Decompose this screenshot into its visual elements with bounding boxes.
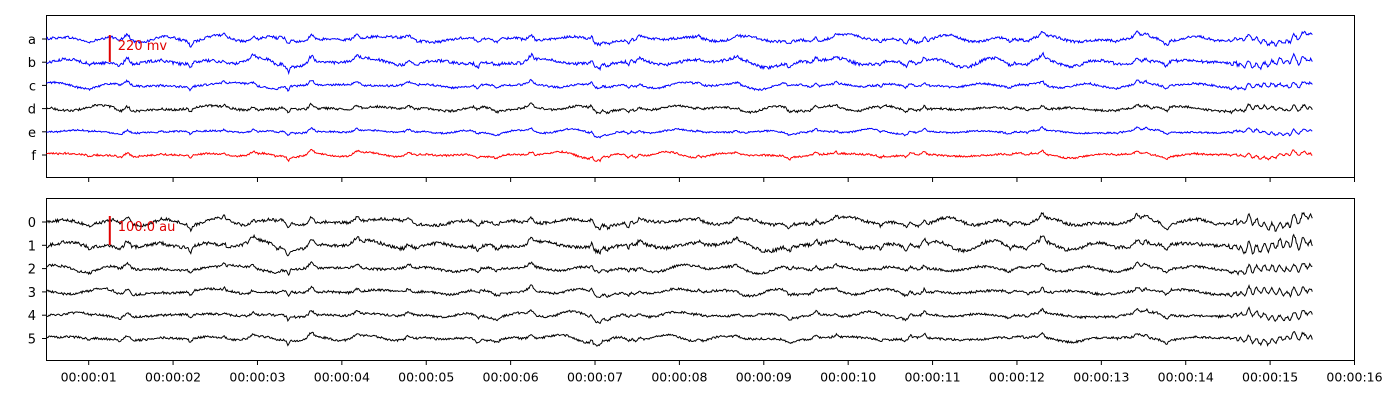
x-tick-label: 00:00:16 [1326,370,1382,385]
top-panel-frame [46,15,1355,178]
trace-4 [46,306,1313,325]
channel-label-a: a [28,33,36,48]
channel-label-c: c [29,79,36,94]
channel-label-5: 5 [28,333,36,348]
trace-2 [46,261,1313,277]
x-tick-label: 00:00:12 [989,370,1045,385]
trace-a [46,30,1313,48]
x-tick-label: 00:00:01 [61,370,117,385]
trace-1 [46,233,1313,257]
top-scale-bar-group: 220 mv [108,35,168,62]
channel-label-0: 0 [28,216,36,231]
bottom-x-ticks: 00:00:01 00:00:02 00:00:03 00:00:04 00:00:05… [61,360,1383,385]
x-tick-label: 00:00:15 [1242,370,1298,385]
x-tick-label: 00:00:09 [736,370,792,385]
bottom-panel-frame [46,198,1355,361]
x-tick-label: 00:00:08 [651,370,707,385]
x-tick-label: 00:00:11 [904,370,960,385]
channel-label-b: b [28,56,36,71]
x-tick-label: 00:00:14 [1158,370,1214,385]
top-x-ticks [88,177,1355,182]
channel-label-d: d [28,103,36,118]
bottom-scale-bar-label: 100.0 au [118,220,176,235]
trace-f [46,148,1313,163]
trace-c [46,78,1313,92]
x-tick-label: 00:00:10 [820,370,876,385]
channel-label-1: 1 [28,239,36,254]
x-tick-label: 00:00:05 [398,370,454,385]
channel-label-4: 4 [28,309,36,324]
trace-0 [46,211,1313,233]
top-scale-bar-label: 220 mv [118,39,168,54]
bottom-scale-bar-group: 100.0 au [108,216,176,245]
x-tick-label: 00:00:06 [483,370,539,385]
x-tick-label: 00:00:03 [229,370,285,385]
bottom-traces [46,211,1313,347]
bottom-channel-labels: 0 1 2 3 4 5 [28,216,47,348]
trace-5 [46,331,1313,347]
trace-d [46,102,1313,115]
x-tick-label: 00:00:13 [1073,370,1129,385]
x-tick-label: 00:00:07 [567,370,623,385]
trace-b [46,51,1313,76]
trace-e [46,126,1313,139]
x-tick-label: 00:00:04 [314,370,370,385]
channel-label-e: e [28,126,36,141]
trace-3 [46,283,1313,299]
channel-label-2: 2 [28,263,36,278]
channel-label-f: f [31,149,36,164]
top-traces [46,30,1313,163]
x-tick-label: 00:00:02 [145,370,201,385]
channel-label-3: 3 [28,286,36,301]
